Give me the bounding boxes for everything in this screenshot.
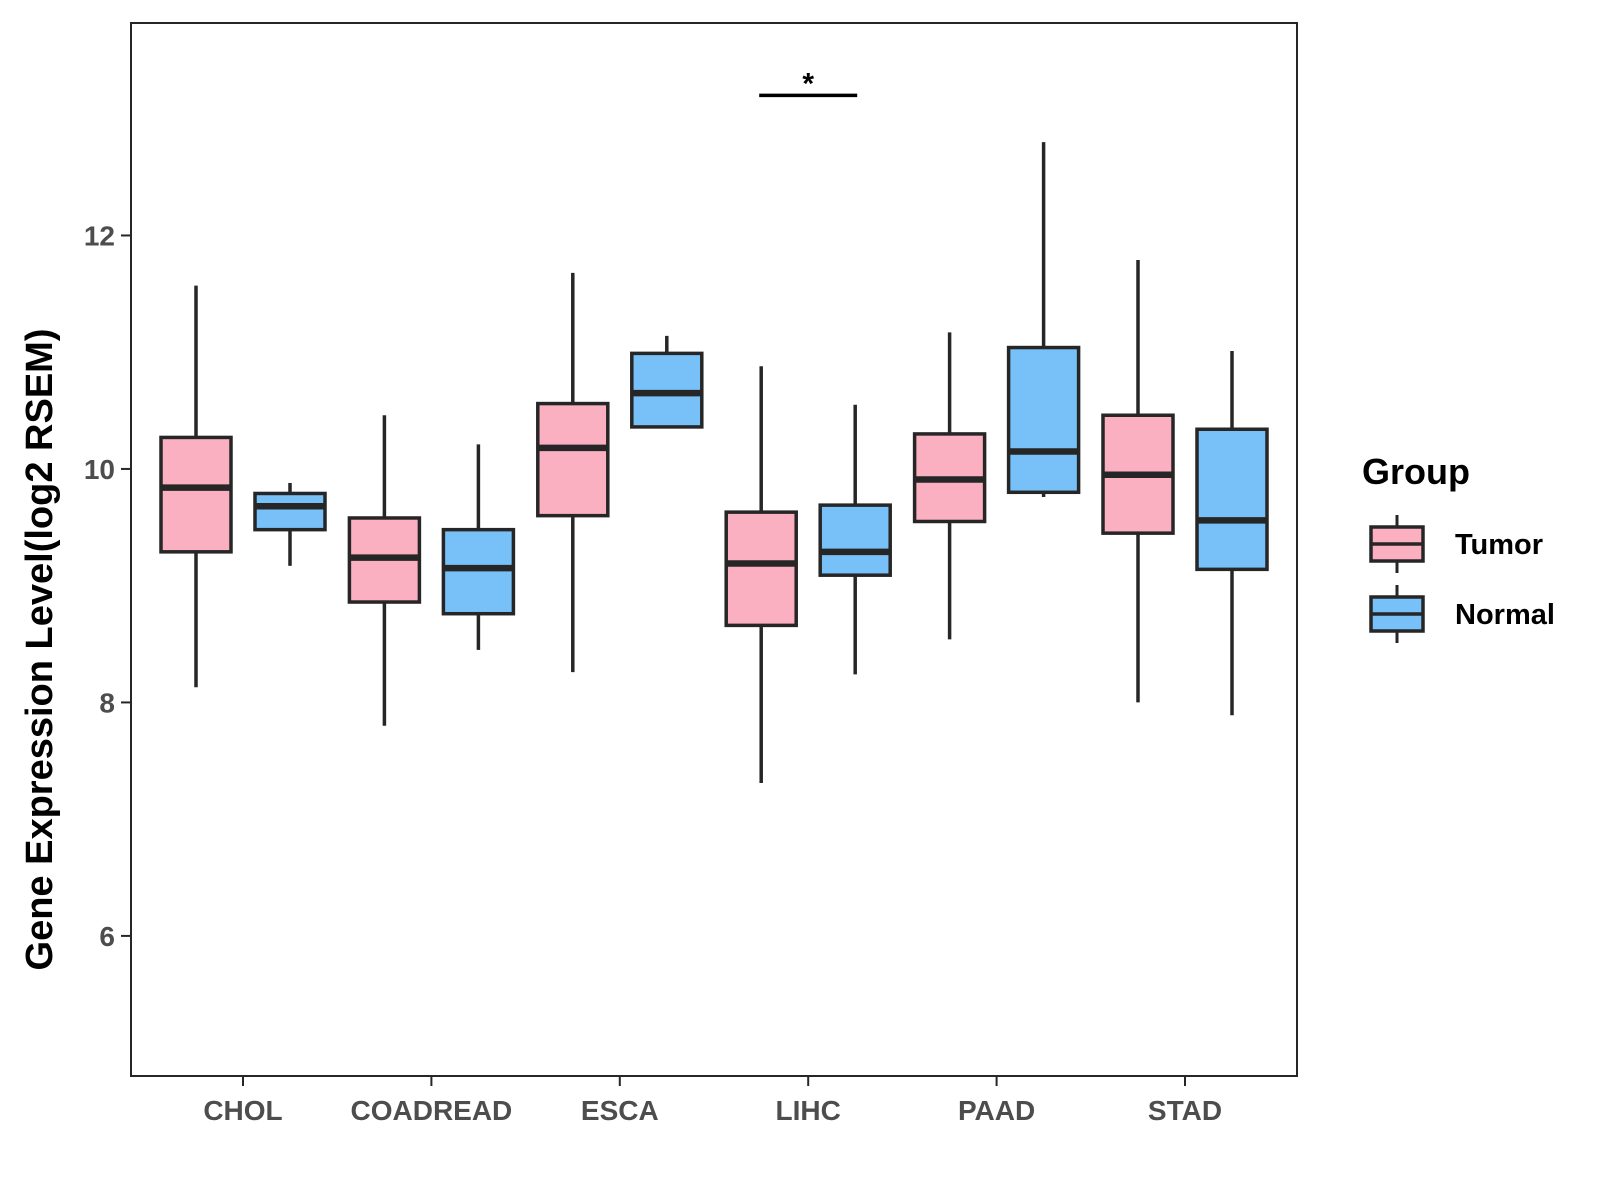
y-axis-title: Gene Expression Level(log2 RSEM) [19, 329, 61, 971]
box-iqr [1006, 345, 1081, 495]
box-iqr [724, 510, 798, 628]
x-tick-label: STAD [1148, 1095, 1222, 1126]
legend: Group Tumor Normal [1362, 451, 1555, 643]
box-iqr [818, 503, 892, 577]
x-tick-label: COADREAD [351, 1095, 513, 1126]
box-iqr [159, 435, 233, 554]
box-normal-chol [253, 482, 327, 566]
box-tumor-stad [1101, 259, 1175, 703]
box-tumor-lihc [724, 366, 798, 783]
y-tick-label: 8 [99, 687, 115, 718]
legend-key-tumor [1369, 515, 1425, 573]
box-normal-coadread [441, 444, 516, 650]
box-iqr [253, 491, 327, 532]
legend-key-normal [1369, 585, 1425, 643]
box-tumor-coadread [347, 415, 422, 726]
legend-label-normal: Normal [1455, 599, 1555, 631]
y-tick-label: 6 [99, 921, 115, 952]
panel-border [130, 22, 1298, 1077]
box-normal-esca [630, 335, 704, 429]
box-iqr [1195, 427, 1269, 572]
box-normal-stad [1195, 351, 1269, 716]
y-tick-label: 10 [84, 454, 115, 485]
box-iqr [441, 527, 516, 616]
x-tick-label: CHOL [203, 1095, 282, 1126]
x-tick-label: LIHC [776, 1095, 841, 1126]
box-normal-paad [1006, 142, 1081, 497]
x-tick-label: PAAD [958, 1095, 1035, 1126]
plot-panel [130, 22, 1298, 1077]
box-normal-lihc [818, 404, 892, 675]
axes: 6 8 10 12 CHOL COADREAD ESCA LIHC PAAD STAD Gene E… [19, 67, 1222, 1126]
y-tick-label: 12 [84, 220, 115, 251]
x-tick-label: ESCA [581, 1095, 659, 1126]
boxes [159, 142, 1269, 783]
significance-marker: * [802, 67, 814, 100]
box-iqr [536, 401, 610, 518]
legend-title: Group [1362, 451, 1470, 492]
legend-label-tumor: Tumor [1455, 529, 1543, 561]
box-tumor-esca [536, 272, 610, 673]
box-tumor-chol [159, 285, 233, 688]
box-tumor-paad [912, 332, 987, 640]
